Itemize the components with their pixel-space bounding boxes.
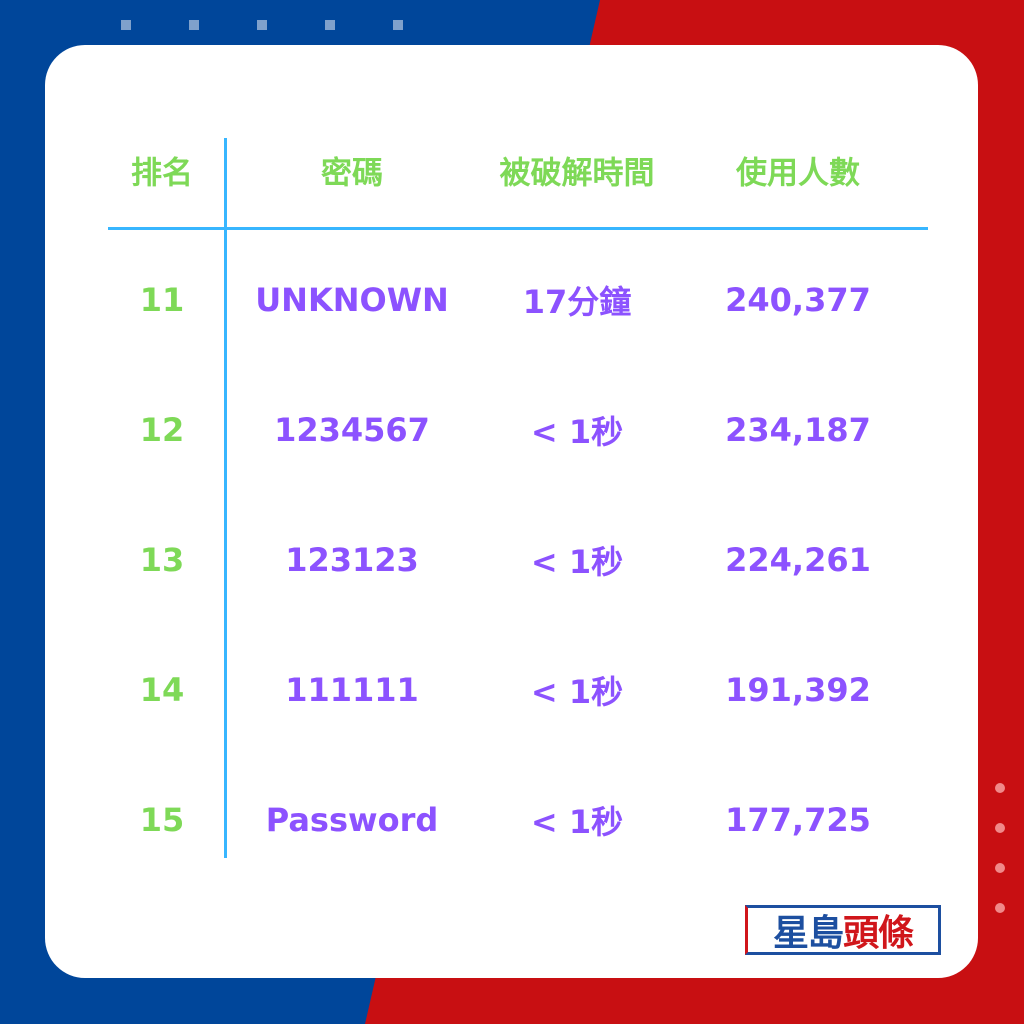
cell-time: < 1秒 [530,543,624,581]
decor-dot [995,823,1005,833]
decor-square [189,20,199,30]
cell-time: < 1秒 [530,413,624,451]
decor-square [393,20,403,30]
cell-password: Password [265,801,439,839]
cell-users: 224,261 [725,541,871,579]
table-card [45,45,978,978]
cell-rank: 15 [139,801,185,839]
header-crack-time: 被破解時間 [499,155,655,192]
header-divider [108,227,928,230]
cell-password: 111111 [285,671,419,709]
cell-users: 240,377 [725,281,871,319]
logo-part2: 頭條 [843,913,914,954]
header-password: 密碼 [321,155,383,192]
cell-rank: 14 [139,671,185,709]
cell-users: 177,725 [725,801,871,839]
column-divider [224,138,227,858]
decor-dot [995,783,1005,793]
cell-password: 123123 [285,541,419,579]
sing-tao-logo: 星島 頭條 [745,905,941,955]
cell-password: 1234567 [274,411,430,449]
decor-square [257,20,267,30]
logo-part1: 星島 [772,913,844,954]
decor-square [121,20,131,30]
cell-users: 234,187 [725,411,871,449]
header-users: 使用人數 [736,155,860,192]
header-rank: 排名 [131,155,193,192]
cell-rank: 11 [139,281,185,319]
cell-time: 17分鐘 [522,283,632,321]
cell-rank: 12 [139,411,185,449]
decor-dot [995,903,1005,913]
decor-square [325,20,335,30]
cell-users: 191,392 [725,671,871,709]
cell-time: < 1秒 [530,673,624,711]
cell-rank: 13 [139,541,185,579]
cell-time: < 1秒 [530,803,624,841]
cell-password: UNKNOWN [255,281,449,319]
decor-dot [995,863,1005,873]
